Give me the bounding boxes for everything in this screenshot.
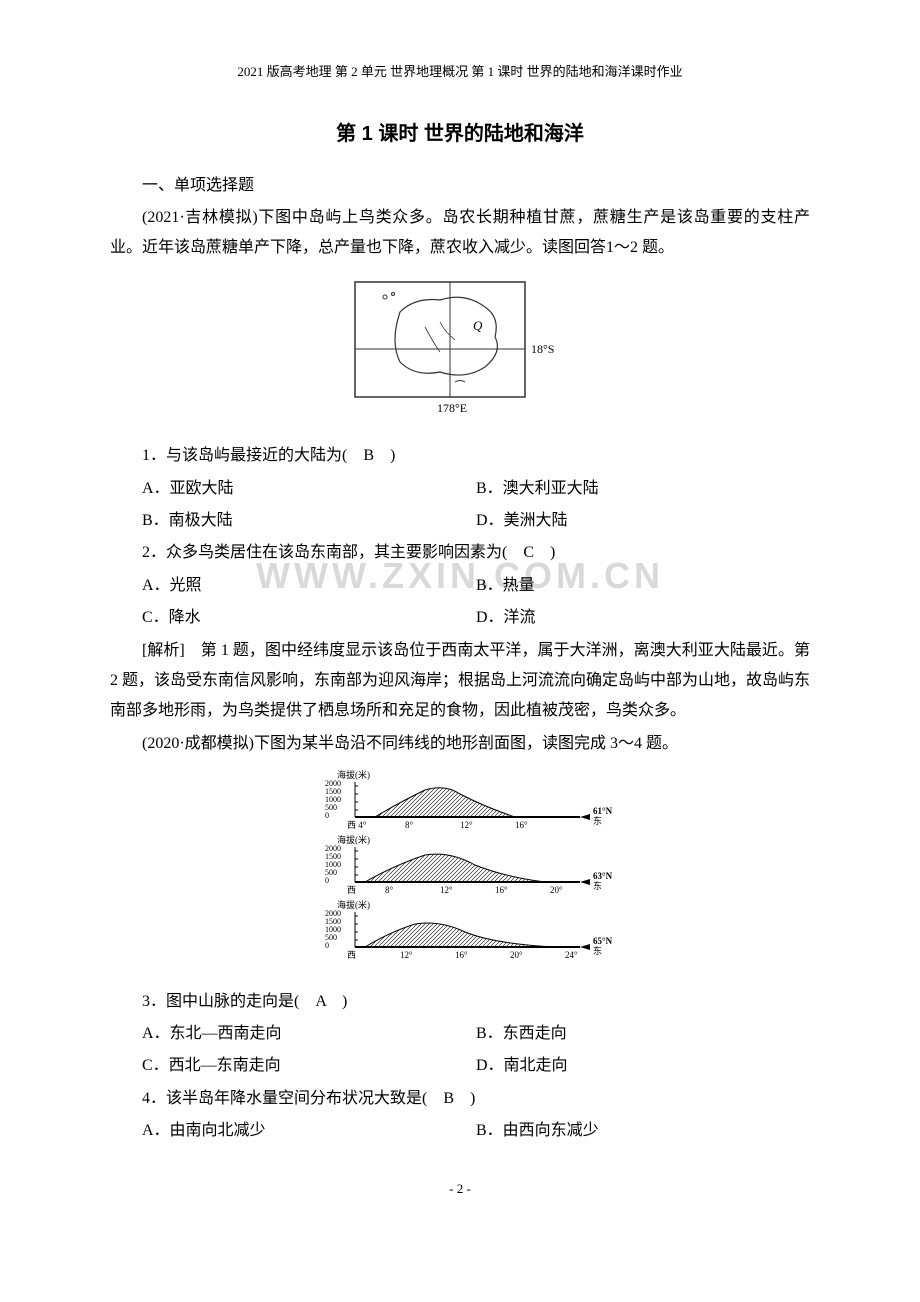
svg-text:东: 东: [593, 945, 602, 956]
question-3-options-row2: C．西北—东南走向 D．南北走向: [110, 1051, 810, 1081]
q3-option-c: C．西北—东南走向: [142, 1051, 476, 1081]
q4-option-a: A．由南向北减少: [142, 1116, 476, 1146]
lesson-title: 第 1 课时 世界的陆地和海洋: [110, 115, 810, 153]
svg-text:海拔(米): 海拔(米): [337, 834, 370, 845]
svg-text:西: 西: [347, 885, 356, 895]
svg-text:0: 0: [325, 811, 329, 820]
svg-text:63°N: 63°N: [593, 871, 613, 881]
q3-option-b: B．东西走向: [476, 1019, 810, 1049]
intro-paragraph-2: (2020·成都模拟)下图为某半岛沿不同纬线的地形剖面图，读图完成 3～4 题。: [110, 729, 810, 759]
lon-label: 178°E: [437, 401, 467, 415]
svg-text:61°N: 61°N: [593, 806, 613, 816]
question-4-options-row1: A．由南向北减少 B．由西向东减少: [110, 1116, 810, 1146]
question-3-options-row1: A．东北—西南走向 B．东西走向: [110, 1019, 810, 1049]
svg-text:12°: 12°: [440, 885, 453, 895]
svg-text:20°: 20°: [510, 950, 523, 960]
explanation-1: [解析] 第 1 题，图中经纬度显示该岛位于西南太平洋，属于大洋洲，离澳大利亚大…: [110, 636, 810, 727]
question-4-stem: 4．该半岛年降水量空间分布状况大致是( B ): [110, 1084, 810, 1114]
q2-option-d: D．洋流: [476, 603, 810, 633]
svg-text:20°: 20°: [550, 885, 563, 895]
question-1-options-row2: B．南极大陆 D．美洲大陆: [110, 506, 810, 536]
q1-option-b: B．澳大利亚大陆: [476, 474, 810, 504]
figure-profile-charts: 海拔(米) 2000 1500 1000 500 0 61°N 东 西 4° 8…: [110, 767, 810, 978]
lat-label: 18°S: [531, 342, 554, 356]
page-number: - 2 -: [110, 1177, 810, 1202]
question-1-options-row1: A．亚欧大陆 B．澳大利亚大陆: [110, 474, 810, 504]
svg-text:16°: 16°: [455, 950, 468, 960]
question-3-stem: 3．图中山脉的走向是( A ): [110, 987, 810, 1017]
q3-option-a: A．东北—西南走向: [142, 1019, 476, 1049]
q3-option-d: D．南北走向: [476, 1051, 810, 1081]
intro-paragraph-1: (2021·吉林模拟)下图中岛屿上鸟类众多。岛农长期种植甘蔗，蔗糖生产是该岛重要…: [110, 203, 810, 264]
svg-text:24°: 24°: [565, 950, 578, 960]
page-header: 2021 版高考地理 第 2 单元 世界地理概况 第 1 课时 世界的陆地和海洋…: [110, 60, 810, 85]
svg-text:65°N: 65°N: [593, 936, 613, 946]
question-2-options-row1: A．光照 B．热量: [110, 571, 810, 601]
svg-text:12°: 12°: [460, 820, 473, 830]
svg-text:东: 东: [593, 815, 602, 826]
svg-text:西 4°: 西 4°: [347, 820, 367, 830]
svg-text:16°: 16°: [515, 820, 528, 830]
question-2-options-row2: C．降水 D．洋流: [110, 603, 810, 633]
svg-text:0: 0: [325, 876, 329, 885]
q2-option-a: A．光照: [142, 571, 476, 601]
question-2-stem: 2．众多鸟类居住在该岛东南部，其主要影响因素为( C ): [110, 538, 810, 568]
explain-label: [解析]: [142, 642, 185, 659]
q1-option-b2: B．南极大陆: [142, 506, 476, 536]
q4-option-b: B．由西向东减少: [476, 1116, 810, 1146]
svg-text:海拔(米): 海拔(米): [337, 899, 370, 910]
q1-option-d: D．美洲大陆: [476, 506, 810, 536]
q2-option-b: B．热量: [476, 571, 810, 601]
svg-text:8°: 8°: [385, 885, 394, 895]
q1-option-a: A．亚欧大陆: [142, 474, 476, 504]
section-heading: 一、单项选择题: [110, 171, 810, 201]
svg-text:西: 西: [347, 950, 356, 960]
svg-text:8°: 8°: [405, 820, 414, 830]
svg-text:东: 东: [593, 880, 602, 891]
svg-text:12°: 12°: [400, 950, 413, 960]
svg-text:0: 0: [325, 941, 329, 950]
page-container: 2021 版高考地理 第 2 单元 世界地理概况 第 1 课时 世界的陆地和海洋…: [0, 0, 920, 1241]
svg-text:16°: 16°: [495, 885, 508, 895]
figure-island-map: Q 18°S 178°E: [110, 272, 810, 433]
svg-text:海拔(米): 海拔(米): [337, 769, 370, 780]
q2-option-c: C．降水: [142, 603, 476, 633]
question-1-stem: 1．与该岛屿最接近的大陆为( B ): [110, 441, 810, 471]
svg-text:Q: Q: [473, 318, 483, 333]
explain-body: 第 1 题，图中经纬度显示该岛位于西南太平洋，属于大洋洲，离澳大利亚大陆最近。第…: [110, 642, 810, 720]
